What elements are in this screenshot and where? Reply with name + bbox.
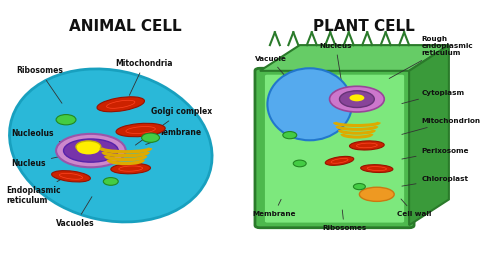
Text: Cytoplasm: Cytoplasm: [402, 90, 464, 103]
Text: Vacuoles: Vacuoles: [56, 197, 94, 228]
Text: PLANT CELL: PLANT CELL: [314, 20, 415, 34]
FancyBboxPatch shape: [265, 75, 404, 223]
Ellipse shape: [64, 139, 118, 162]
Ellipse shape: [340, 91, 374, 107]
Text: Rough
endoplasmic
reticulum: Rough endoplasmic reticulum: [389, 36, 473, 79]
Circle shape: [294, 160, 306, 167]
Ellipse shape: [350, 94, 364, 101]
Text: Membrane: Membrane: [146, 128, 202, 145]
Ellipse shape: [360, 165, 393, 172]
Circle shape: [104, 178, 118, 185]
Text: Ribosomes: Ribosomes: [16, 66, 63, 103]
Ellipse shape: [77, 144, 100, 154]
Circle shape: [56, 115, 76, 125]
Ellipse shape: [76, 141, 101, 153]
Polygon shape: [260, 45, 449, 71]
Circle shape: [142, 133, 160, 142]
Text: Membrane: Membrane: [252, 199, 296, 217]
Text: ANIMAL CELL: ANIMAL CELL: [70, 20, 182, 34]
Text: Perixosome: Perixosome: [402, 148, 469, 159]
Text: Nucleolus: Nucleolus: [12, 129, 71, 145]
Text: Cell wall: Cell wall: [396, 199, 431, 217]
Ellipse shape: [326, 156, 353, 165]
Ellipse shape: [56, 134, 126, 167]
Text: Nucleus: Nucleus: [12, 156, 61, 168]
Circle shape: [354, 184, 366, 190]
Circle shape: [283, 132, 296, 139]
Text: Mitochondria: Mitochondria: [116, 58, 173, 95]
Ellipse shape: [268, 68, 352, 140]
Ellipse shape: [10, 69, 212, 222]
Text: Golgi complex: Golgi complex: [136, 107, 212, 145]
Text: Nucleus: Nucleus: [320, 43, 352, 82]
Ellipse shape: [330, 86, 384, 112]
Text: Mitochondrion: Mitochondrion: [402, 118, 480, 134]
FancyBboxPatch shape: [255, 68, 414, 228]
Ellipse shape: [350, 141, 384, 150]
Polygon shape: [409, 45, 449, 225]
Text: Vacuole: Vacuole: [255, 56, 287, 76]
Text: Ribosomes: Ribosomes: [322, 210, 366, 231]
Ellipse shape: [116, 123, 165, 137]
Ellipse shape: [97, 97, 144, 112]
Ellipse shape: [360, 187, 394, 202]
Text: Endoplasmic
reticulum: Endoplasmic reticulum: [6, 178, 64, 205]
Ellipse shape: [52, 171, 90, 182]
Ellipse shape: [111, 163, 150, 174]
Text: Chloroplast: Chloroplast: [402, 176, 468, 186]
